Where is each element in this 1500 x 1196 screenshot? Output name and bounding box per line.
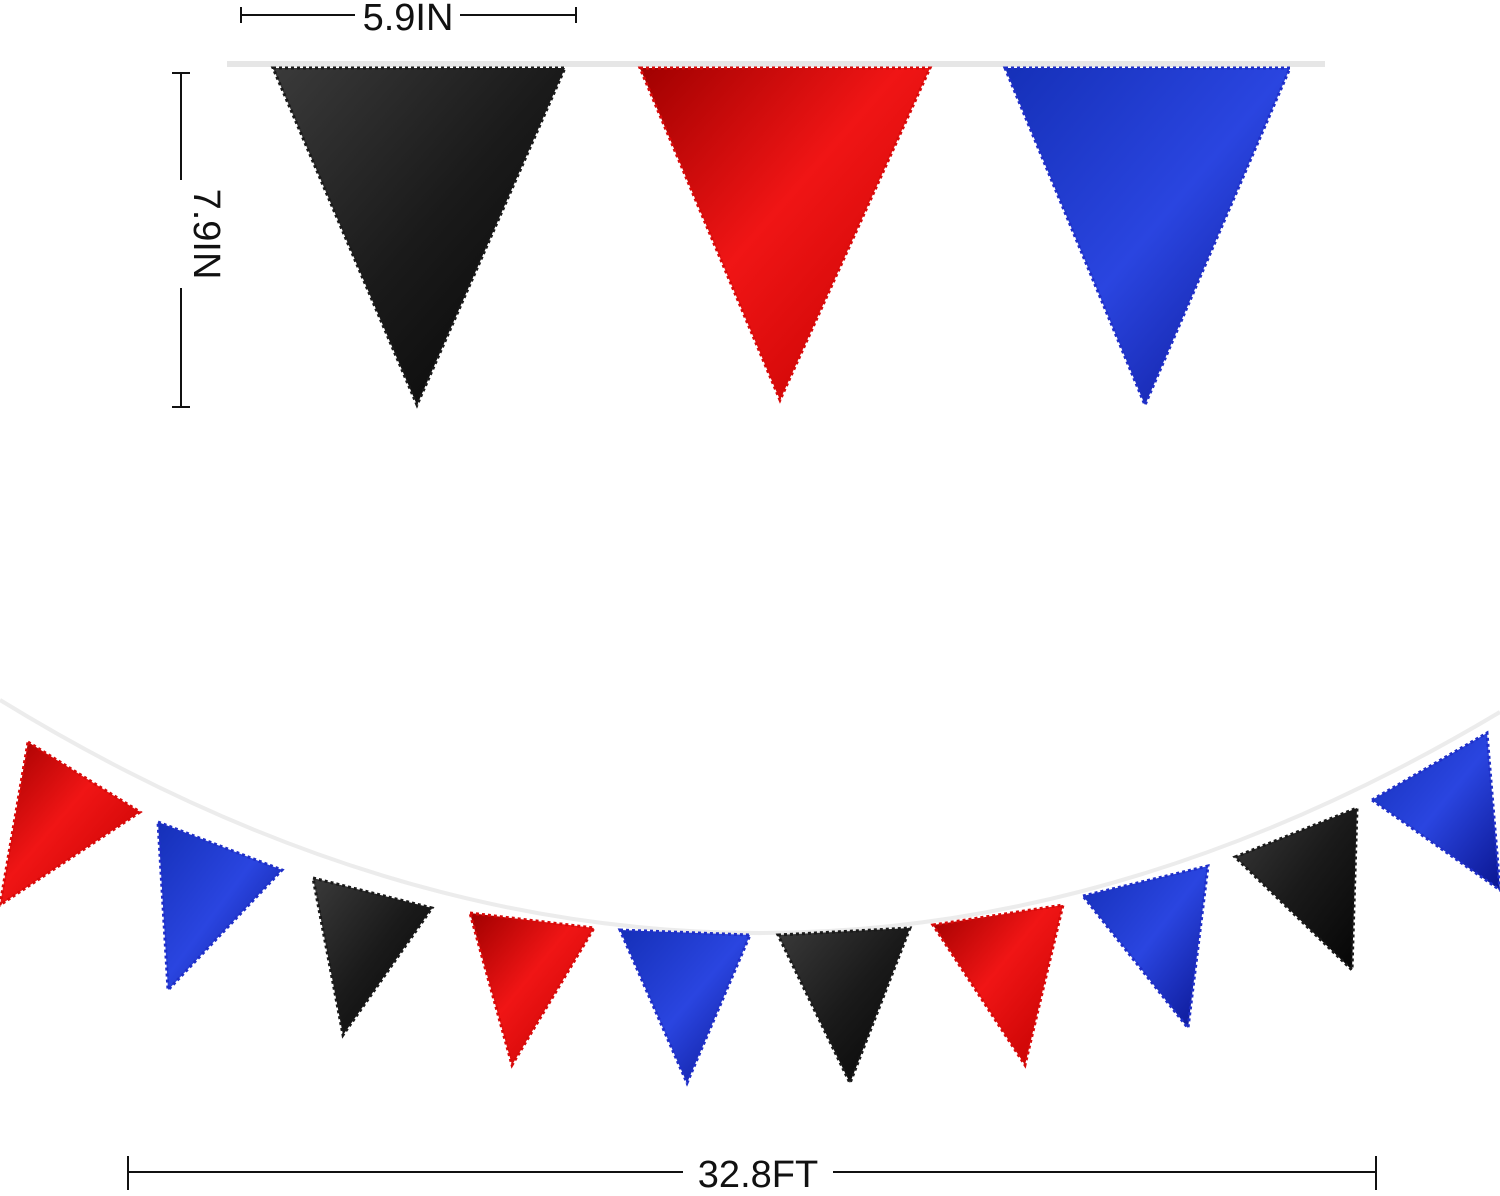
garland-pennant-red — [467, 911, 597, 1069]
garland-pennant-blue — [1080, 864, 1210, 1032]
garland-pennant-blue — [617, 928, 753, 1087]
garland-pennant-black — [1232, 805, 1359, 974]
garland-pennant-red — [930, 903, 1065, 1069]
garland-pennant-black — [775, 926, 913, 1087]
height-label: 7.9IN — [185, 189, 227, 280]
top-string — [227, 61, 1325, 67]
height-dimension: 7.9IN — [172, 72, 227, 408]
garland-pennant-black — [311, 875, 435, 1039]
length-label: 32.8FT — [698, 1154, 818, 1196]
width-label: 5.9IN — [363, 0, 454, 39]
pennant-blue — [1002, 66, 1293, 409]
garland-pennant-red — [0, 739, 143, 907]
top-flags — [270, 66, 1293, 409]
garland-flags — [0, 730, 1500, 1087]
pennant-red — [637, 66, 933, 404]
garland-string — [0, 698, 1500, 936]
garland-pennant-blue — [156, 819, 285, 994]
length-dimension: 32.8FT — [127, 1154, 1377, 1196]
garland-pennant-blue — [1369, 730, 1500, 892]
width-dimension: 5.9IN — [240, 0, 577, 39]
pennant-black — [270, 66, 568, 409]
